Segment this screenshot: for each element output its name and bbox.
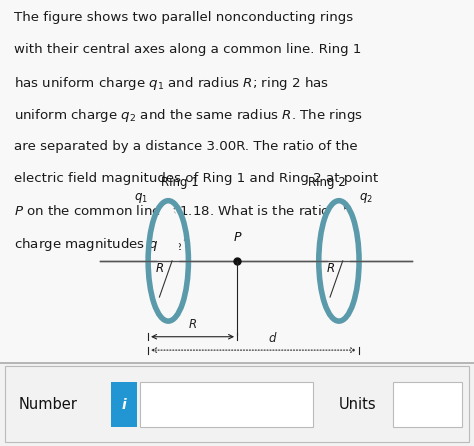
Text: $P$ on the common line is 1.18. What is the ratio of: $P$ on the common line is 1.18. What is … bbox=[14, 204, 349, 218]
Text: charge magnitudes $q_1$/$q_2$?: charge magnitudes $q_1$/$q_2$? bbox=[14, 236, 191, 253]
Text: electric field magnitudes of Ring 1 and Ring 2 at point: electric field magnitudes of Ring 1 and … bbox=[14, 172, 378, 185]
Text: i: i bbox=[122, 398, 127, 412]
Text: uniform charge $q_2$ and the same radius $R$. The rings: uniform charge $q_2$ and the same radius… bbox=[14, 107, 364, 124]
Bar bbox=[111, 382, 137, 427]
Text: P: P bbox=[233, 231, 241, 244]
Bar bbox=[5, 366, 469, 442]
Text: $q_1$: $q_1$ bbox=[134, 191, 148, 205]
Text: Units: Units bbox=[339, 397, 376, 412]
Ellipse shape bbox=[328, 201, 350, 321]
Text: $q_2$: $q_2$ bbox=[359, 191, 373, 205]
Text: The figure shows two parallel nonconducting rings: The figure shows two parallel nonconduct… bbox=[14, 11, 353, 24]
Text: are separated by a distance 3.00R. The ratio of the: are separated by a distance 3.00R. The r… bbox=[14, 140, 358, 153]
Text: has uniform charge $q_1$ and radius $R$; ring 2 has: has uniform charge $q_1$ and radius $R$;… bbox=[14, 75, 329, 92]
Text: Ring 2: Ring 2 bbox=[308, 176, 346, 189]
Text: $R$: $R$ bbox=[155, 262, 164, 276]
Bar bbox=[140, 382, 313, 427]
Text: Ring 1: Ring 1 bbox=[162, 176, 199, 189]
Text: Number: Number bbox=[19, 397, 78, 412]
Text: with their central axes along a common line. Ring 1: with their central axes along a common l… bbox=[14, 43, 362, 56]
Text: $R$: $R$ bbox=[326, 262, 335, 276]
Ellipse shape bbox=[157, 201, 179, 321]
Bar bbox=[393, 382, 462, 427]
Text: $R$: $R$ bbox=[188, 318, 197, 331]
Bar bbox=[0, 363, 474, 446]
Text: $d$: $d$ bbox=[268, 331, 277, 345]
